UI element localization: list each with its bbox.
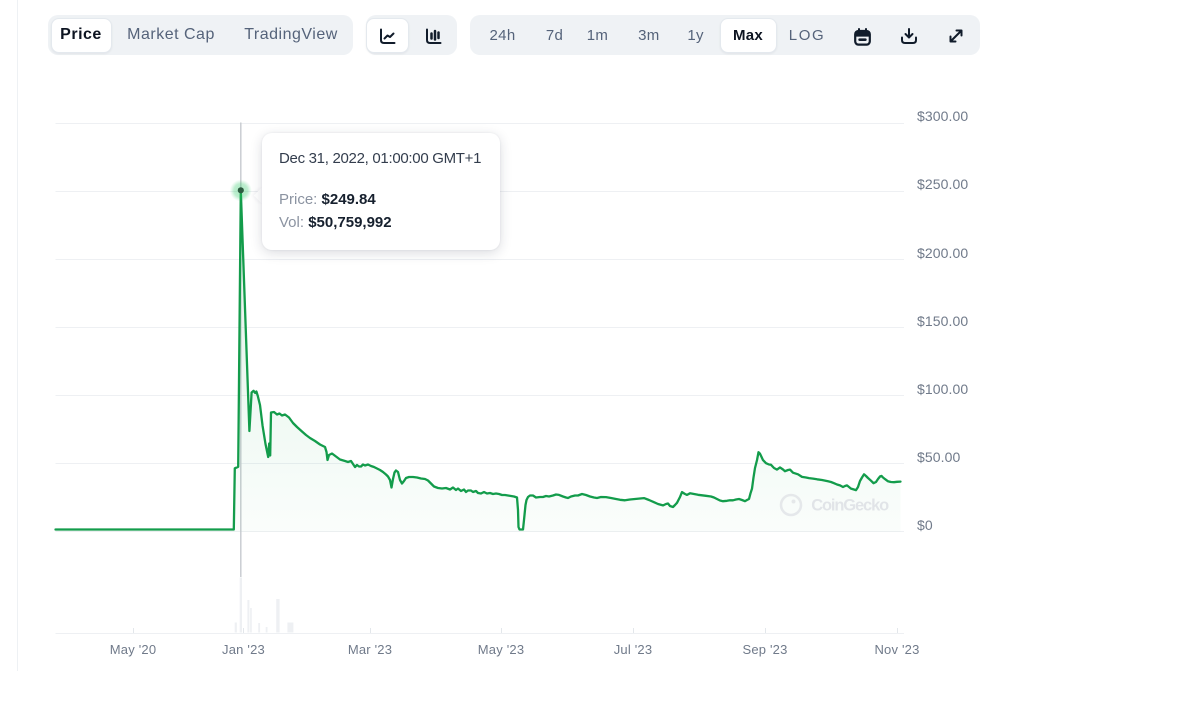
- svg-text:CoinGecko: CoinGecko: [811, 497, 889, 515]
